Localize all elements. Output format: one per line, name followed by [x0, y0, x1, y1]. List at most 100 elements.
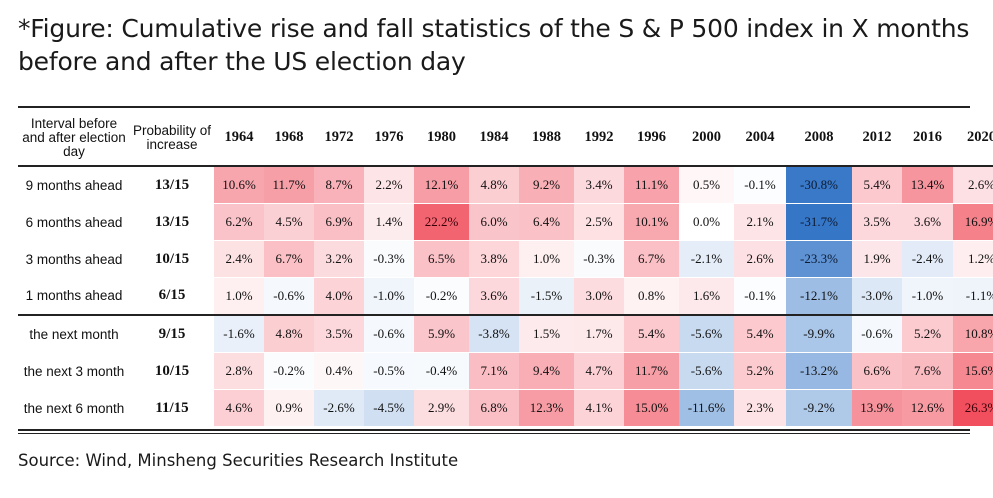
year-header: 1976 [374, 129, 404, 145]
heatmap-cell: 5.4% [734, 314, 786, 353]
heatmap-cell: 26.3% [953, 389, 993, 427]
heatmap-cell: 6.7% [624, 240, 679, 278]
probability-value: 9/15 [130, 314, 214, 353]
year-header: 1988 [532, 129, 561, 145]
row-label: the next 6 month [23, 400, 125, 416]
heatmap-cell: 4.8% [469, 165, 519, 204]
heatmap-cell: 7.6% [902, 352, 953, 390]
year-header: 1968 [274, 129, 304, 145]
heatmap-cell: -0.5% [364, 352, 414, 390]
heatmap-cell: 11.7% [624, 352, 679, 390]
heatmap-cell: 16.9% [953, 203, 993, 241]
heatmap-cell: 3.4% [574, 165, 624, 204]
heatmap-cell: 6.4% [519, 203, 574, 241]
heatmap-cell: -0.3% [364, 240, 414, 278]
heatmap-cell: 1.4% [364, 203, 414, 241]
heatmap-cell: -0.6% [264, 277, 314, 316]
heatmap-cell: 2.2% [364, 165, 414, 204]
heatmap-cell: 2.8% [214, 352, 264, 390]
heatmap-cell: 2.4% [214, 240, 264, 278]
heatmap-cell: 1.6% [679, 277, 734, 316]
heatmap-cell: -3.0% [852, 277, 902, 316]
heatmap-cell: 6.6% [852, 352, 902, 390]
heatmap-cell: 6.2% [214, 203, 264, 241]
heatmap-cell: 2.1% [734, 203, 786, 241]
heatmap-cell: 11.7% [264, 165, 314, 204]
year-header: 1984 [479, 129, 509, 145]
heatmap-table: Interval before and after election day P… [18, 110, 993, 427]
probability-header: Probability of increase [132, 122, 212, 152]
figure-title: *Figure: Cumulative rise and fall statis… [18, 14, 970, 76]
heatmap-cell: 3.5% [852, 203, 902, 241]
heatmap-cell: 2.9% [414, 389, 469, 427]
heatmap-cell: 4.5% [264, 203, 314, 241]
table-body: 9 months ahead 13/15 10.6% 11.7% 8.7% 2.2% 12.… [18, 165, 993, 427]
row-label: the next 3 month [23, 363, 125, 379]
heatmap-cell: 13.4% [902, 165, 953, 204]
year-header: 2020 [967, 129, 993, 145]
year-header: 1996 [637, 129, 666, 145]
table-row: 3 months ahead 10/15 2.4% 6.7% 3.2% -0.3% 6.5%… [18, 240, 993, 278]
heatmap-cell: 0.8% [624, 277, 679, 316]
heatmap-cell: 0.9% [264, 389, 314, 427]
heatmap-cell: 4.7% [574, 352, 624, 390]
heatmap-cell: -0.1% [734, 277, 786, 316]
table-top-rule [18, 106, 970, 108]
heatmap-cell: 0.5% [679, 165, 734, 204]
heatmap-cell: 1.9% [852, 240, 902, 278]
heatmap-cell: 7.1% [469, 352, 519, 390]
heatmap-cell: 6.9% [314, 203, 364, 241]
heatmap-cell: 0.0% [679, 203, 734, 241]
heatmap-cell: 3.6% [469, 277, 519, 316]
table-bottom-rule-thin [18, 433, 970, 434]
heatmap-cell: -13.2% [786, 352, 852, 390]
heatmap-cell: -0.2% [414, 277, 469, 316]
probability-value: 13/15 [130, 165, 214, 204]
heatmap-cell: 6.7% [264, 240, 314, 278]
heatmap-cell: 8.7% [314, 165, 364, 204]
heatmap-cell: -5.6% [679, 352, 734, 390]
heatmap-cell: 1.7% [574, 314, 624, 353]
heatmap-cell: 3.5% [314, 314, 364, 353]
table-row: 6 months ahead 13/15 6.2% 4.5% 6.9% 1.4% 22.2%… [18, 203, 993, 241]
heatmap-cell: -0.4% [414, 352, 469, 390]
heatmap-cell: 5.4% [852, 165, 902, 204]
heatmap-cell: -12.1% [786, 277, 852, 316]
header-row: Interval before and after election day P… [18, 110, 993, 166]
heatmap-cell: -31.7% [786, 203, 852, 241]
heatmap-cell: 3.2% [314, 240, 364, 278]
heatmap-cell: 1.2% [953, 240, 993, 278]
heatmap-cell: 0.4% [314, 352, 364, 390]
heatmap-cell: 12.3% [519, 389, 574, 427]
probability-value: 11/15 [155, 399, 189, 416]
heatmap-cell: 2.6% [953, 165, 993, 204]
heatmap-cell: -0.6% [852, 314, 902, 353]
table-row: the next month 9/15 -1.6% 4.8% 3.5% -0.6% 5.9%… [18, 314, 993, 353]
table-row: 9 months ahead 13/15 10.6% 11.7% 8.7% 2.2% 12.… [18, 165, 993, 204]
year-header: 1980 [427, 129, 456, 145]
heatmap-cell: -30.8% [786, 165, 852, 204]
heatmap-cell: 15.0% [624, 389, 679, 427]
heatmap-cell: 22.2% [414, 203, 469, 241]
probability-value: 10/15 [154, 362, 190, 379]
heatmap-cell: -11.6% [679, 389, 734, 427]
heatmap-cell: 3.6% [902, 203, 953, 241]
heatmap-cell: -0.2% [264, 352, 314, 390]
table-row: 1 months ahead 6/15 1.0% -0.6% 4.0% -1.0% -0.2… [18, 277, 993, 316]
heatmap-cell: -0.3% [574, 240, 624, 278]
heatmap-cell: -1.5% [519, 277, 574, 316]
heatmap-cell: 12.1% [414, 165, 469, 204]
probability-value: 6/15 [158, 287, 186, 304]
heatmap-cell: 1.5% [519, 314, 574, 353]
heatmap-cell: -2.6% [314, 389, 364, 427]
heatmap-cell: 5.9% [414, 314, 469, 353]
heatmap-cell: 10.6% [214, 165, 264, 204]
heatmap-cell: 4.0% [314, 277, 364, 316]
source-note: Source: Wind, Minsheng Securities Resear… [18, 451, 459, 470]
row-label: 9 months ahead [18, 165, 130, 204]
heatmap-cell: 6.8% [469, 389, 519, 427]
year-header: 2008 [804, 129, 834, 145]
heatmap-cell: -1.1% [953, 277, 993, 316]
heatmap-cell: 2.3% [734, 389, 786, 427]
heatmap-cell: -23.3% [786, 240, 852, 278]
